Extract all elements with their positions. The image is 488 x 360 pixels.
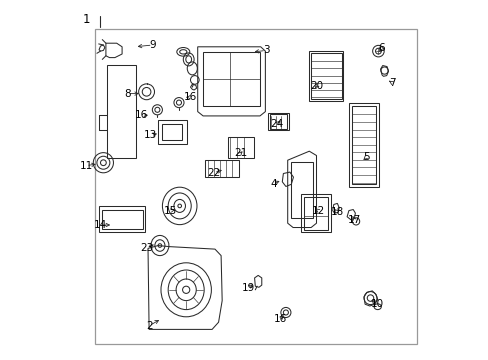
Text: 10: 10 <box>370 299 384 309</box>
Text: 24: 24 <box>270 119 283 129</box>
Text: 16: 16 <box>135 110 148 120</box>
Bar <box>99 206 145 232</box>
Bar <box>158 120 186 144</box>
Bar <box>301 194 330 232</box>
Bar <box>309 51 343 101</box>
Text: 19: 19 <box>241 283 254 293</box>
Text: 18: 18 <box>330 207 343 217</box>
Bar <box>269 114 286 129</box>
Text: 6: 6 <box>377 42 384 53</box>
Bar <box>95 29 416 344</box>
Bar <box>291 162 312 218</box>
Text: 12: 12 <box>311 206 324 216</box>
Bar <box>204 160 239 177</box>
Bar <box>227 137 253 158</box>
Bar <box>348 103 379 187</box>
Bar <box>267 113 288 130</box>
Text: 14: 14 <box>94 220 107 230</box>
Text: 20: 20 <box>309 81 323 91</box>
Bar <box>303 197 328 230</box>
Text: 7: 7 <box>388 78 395 88</box>
Text: 1: 1 <box>82 13 90 26</box>
Bar <box>351 106 375 184</box>
Bar <box>102 210 142 229</box>
Text: 22: 22 <box>207 168 220 178</box>
Text: 16: 16 <box>183 92 197 102</box>
Text: 16: 16 <box>273 314 286 324</box>
Text: 5: 5 <box>363 152 369 162</box>
Text: 9: 9 <box>149 40 156 50</box>
Text: 3: 3 <box>262 45 269 55</box>
Text: 2: 2 <box>145 321 152 331</box>
Text: 4: 4 <box>269 179 276 189</box>
Text: 13: 13 <box>144 130 157 140</box>
Text: 23: 23 <box>141 243 154 253</box>
Text: 21: 21 <box>234 148 247 158</box>
Text: 17: 17 <box>347 215 360 225</box>
Text: 8: 8 <box>124 89 131 99</box>
Text: 11: 11 <box>80 161 93 171</box>
Bar <box>162 124 182 140</box>
Bar <box>310 53 341 99</box>
Text: 15: 15 <box>164 206 177 216</box>
Bar <box>203 52 260 106</box>
